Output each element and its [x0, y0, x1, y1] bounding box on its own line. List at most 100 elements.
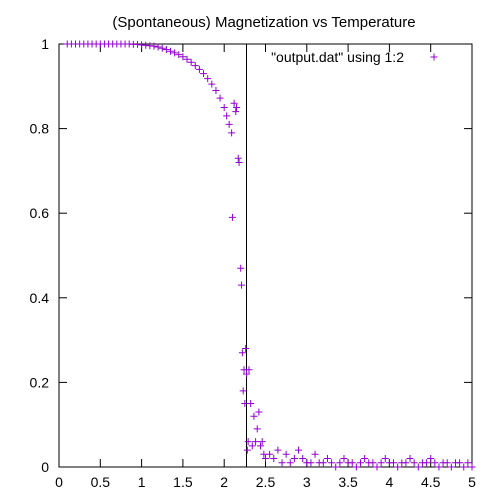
data-point — [257, 442, 265, 450]
data-point — [402, 459, 410, 467]
data-point — [200, 70, 208, 78]
y-tick-label: 1 — [41, 36, 49, 52]
data-point — [390, 459, 398, 467]
data-point — [162, 45, 170, 53]
legend: "output.dat" using 1:2 — [271, 49, 438, 65]
x-tick-label: 0.5 — [91, 474, 111, 490]
data-point — [212, 87, 220, 95]
data-point — [258, 438, 266, 446]
data-point — [328, 459, 336, 467]
data-point — [187, 58, 195, 66]
data-point — [282, 450, 290, 458]
data-point — [238, 349, 246, 357]
data-point — [252, 438, 260, 446]
data-point — [237, 264, 245, 272]
data-point — [234, 154, 242, 162]
data-point — [158, 44, 166, 52]
data-point — [250, 412, 258, 420]
y-tick-label: 0 — [41, 459, 49, 475]
data-point — [369, 459, 377, 467]
data-point — [154, 43, 162, 51]
data-point — [423, 459, 431, 467]
data-point — [394, 463, 402, 471]
data-point — [238, 281, 246, 289]
data-point — [262, 455, 269, 463]
data-point — [410, 459, 418, 467]
data-point — [244, 438, 252, 446]
data-point — [431, 459, 439, 467]
x-tick-label: 3 — [303, 474, 311, 490]
data-point — [220, 103, 228, 111]
data-point — [247, 400, 255, 408]
data-point — [332, 463, 340, 471]
data-point — [361, 455, 369, 463]
data-point — [468, 463, 476, 471]
data-point — [456, 459, 464, 467]
x-tick-label: 1.5 — [173, 474, 193, 490]
data-point — [195, 65, 203, 73]
data-point — [243, 370, 251, 378]
x-tick-label: 2.5 — [256, 474, 276, 490]
data-point — [204, 75, 212, 83]
y-tick-label: 0.2 — [30, 374, 50, 390]
data-point — [179, 53, 187, 61]
x-tick-label: 5 — [468, 474, 476, 490]
data-point — [266, 450, 274, 458]
data-point — [381, 455, 389, 463]
data-point — [183, 55, 191, 63]
data-point — [348, 459, 356, 467]
data-point — [377, 459, 385, 467]
data-point — [175, 51, 183, 59]
data-point — [447, 463, 455, 471]
x-tick-label: 2 — [220, 474, 228, 490]
data-point — [278, 459, 286, 467]
data-point — [414, 463, 422, 471]
data-point — [443, 459, 451, 467]
data-point — [191, 62, 199, 70]
data-point — [242, 345, 250, 353]
data-point — [307, 459, 315, 467]
data-point — [223, 112, 231, 120]
y-tick-label: 0.6 — [30, 205, 50, 221]
plot-frame — [58, 43, 473, 468]
data-point — [299, 455, 307, 463]
data-point — [167, 47, 175, 55]
chart-title: (Spontaneous) Magnetization vs Temperatu… — [112, 14, 415, 31]
data-point — [427, 455, 435, 463]
data-point — [230, 99, 238, 107]
data-point — [150, 42, 158, 50]
data-point — [311, 450, 319, 458]
y-tick-label: 0.4 — [30, 290, 50, 306]
legend-label: "output.dat" using 1:2 — [271, 49, 404, 65]
data-point — [290, 455, 298, 463]
data-point — [239, 387, 247, 395]
x-tick-label: 3.5 — [338, 474, 358, 490]
y-axis: 0 0.2 0.4 0.6 0.8 1 — [30, 36, 472, 475]
data-point — [323, 455, 331, 463]
data-point — [460, 463, 468, 471]
data-points — [63, 40, 476, 471]
data-point — [171, 49, 179, 57]
data-point — [464, 459, 472, 467]
data-point — [233, 103, 241, 111]
legend-marker — [430, 53, 438, 61]
data-point — [340, 455, 348, 463]
data-point — [255, 408, 263, 416]
data-point — [228, 129, 236, 137]
plot-border — [58, 43, 473, 468]
data-point — [295, 446, 303, 454]
data-point — [336, 459, 344, 467]
x-tick-label: 4.5 — [421, 474, 441, 490]
data-point — [286, 459, 294, 467]
data-point — [245, 366, 253, 374]
data-point — [232, 108, 240, 116]
data-point — [243, 446, 251, 454]
data-point — [208, 80, 216, 88]
x-tick-label: 4 — [386, 474, 394, 490]
data-point — [225, 120, 233, 128]
data-point — [248, 442, 256, 450]
data-point — [270, 455, 278, 463]
data-point — [352, 463, 360, 471]
data-point — [373, 463, 381, 471]
